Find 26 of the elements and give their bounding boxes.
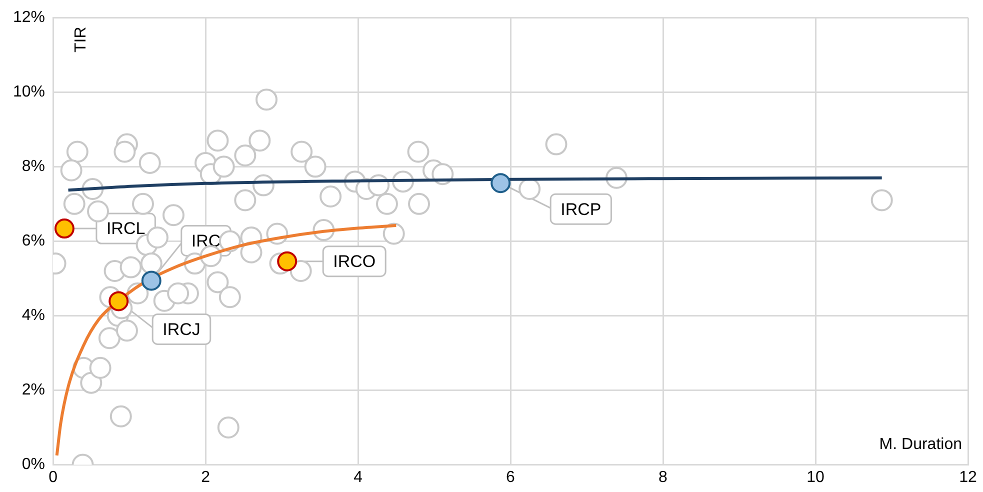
y-tick-label: 12% xyxy=(12,9,46,26)
y-tick-label: 0% xyxy=(22,456,46,474)
y-axis-title: TIR xyxy=(72,26,90,52)
x-axis-title: M. Duration xyxy=(879,436,962,454)
y-tick-label: 8% xyxy=(22,158,46,176)
x-tick-label: 6 xyxy=(506,468,516,486)
y-tick-label: 2% xyxy=(22,382,46,399)
y-tick-label: 4% xyxy=(22,307,46,324)
annotation: IRCO xyxy=(333,252,376,272)
x-tick-label: 8 xyxy=(658,468,668,486)
annotation: IRCJ xyxy=(162,320,200,339)
point xyxy=(490,173,511,194)
annotation: IRCL xyxy=(106,219,146,238)
x-tick-label: 10 xyxy=(806,468,825,486)
x-tick-label: 2 xyxy=(201,468,210,486)
x-tick-label: 0 xyxy=(48,468,58,486)
point xyxy=(54,218,74,239)
annotation: IRC xyxy=(191,231,221,250)
y-tick-label: 10% xyxy=(12,84,46,101)
point xyxy=(277,251,298,272)
point xyxy=(141,270,162,291)
y-tick-label: 6% xyxy=(22,232,46,250)
x-tick-label: 4 xyxy=(354,468,363,486)
annotation: IRCP xyxy=(560,200,602,219)
point xyxy=(108,291,129,312)
x-tick-label: 12 xyxy=(959,468,977,486)
